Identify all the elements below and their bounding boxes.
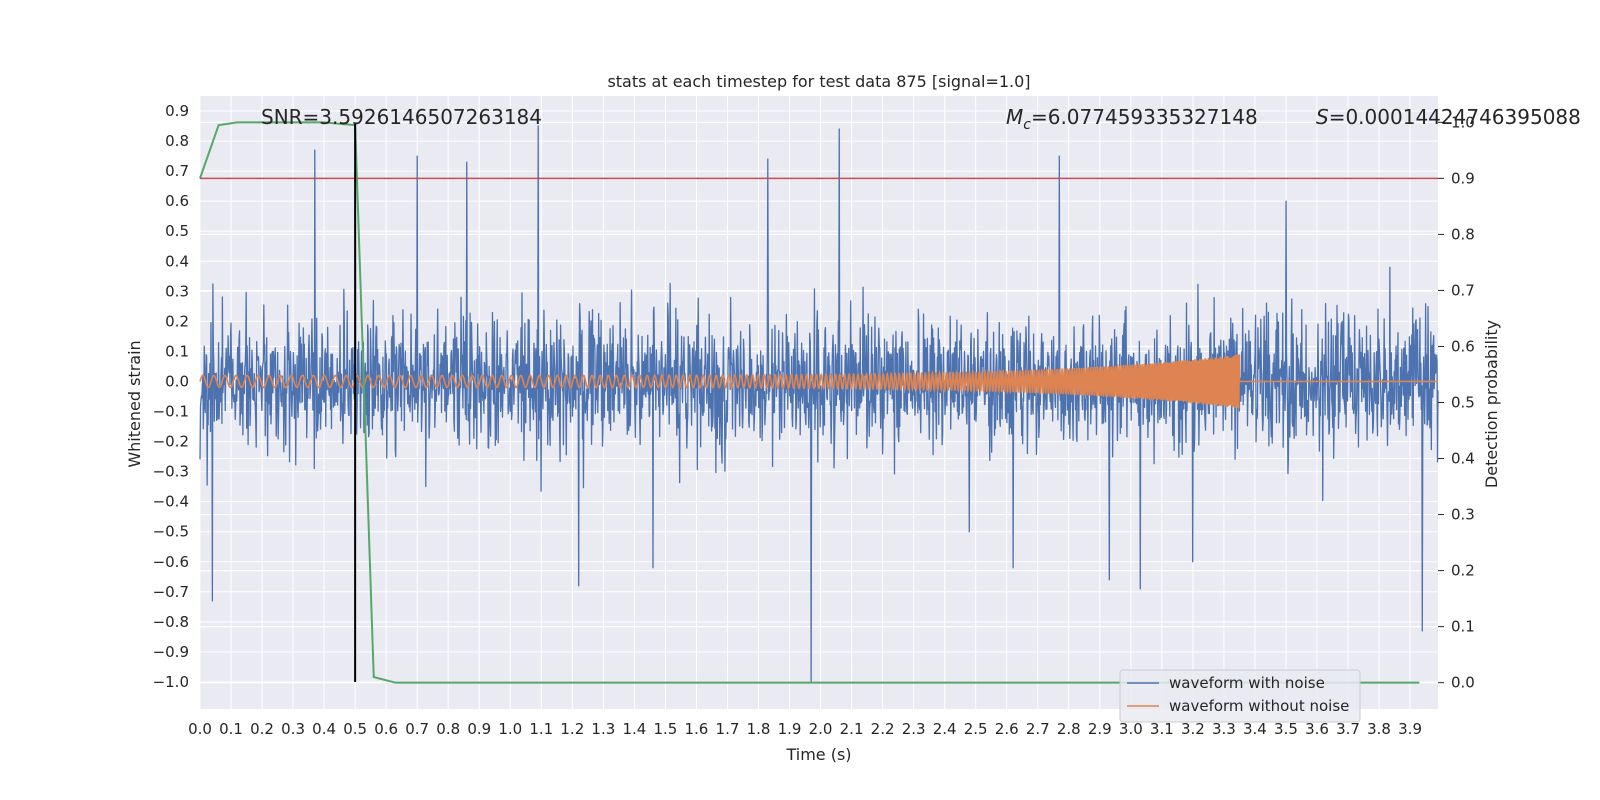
x-tick-label: 0.4 [312, 720, 336, 738]
x-tick-label: 1.8 [747, 720, 771, 738]
y-left-tick-label: −0.2 [153, 433, 189, 451]
chirp-mass-value: =6.077459335327148 [1031, 105, 1258, 129]
x-tick-label: 2.6 [995, 720, 1019, 738]
y-left-tick-label: −0.5 [153, 523, 189, 541]
y-left-tick-label: 0.1 [165, 342, 189, 360]
x-axis-label: Time (s) [785, 745, 851, 764]
legend-label-clean: waveform without noise [1169, 697, 1349, 715]
y-left-tick-label: 0.8 [165, 132, 189, 150]
y-left-tick-label: 0.6 [165, 192, 189, 210]
chirp-mass-annotation: Mc=6.077459335327148 [1006, 105, 1258, 133]
x-tick-label: 1.7 [716, 720, 740, 738]
chirp-mass-subscript: c [1023, 117, 1031, 133]
x-tick-label: 2.0 [809, 720, 833, 738]
x-tick-label: 1.5 [653, 720, 677, 738]
s-symbol: S [1316, 105, 1329, 129]
x-tick-label: 3.8 [1367, 720, 1391, 738]
series-line-probability [199, 121, 1420, 684]
y-left-tick-label: 0.5 [165, 222, 189, 240]
x-tick-label: 0.8 [436, 720, 460, 738]
x-tick-label: 1.4 [622, 720, 646, 738]
x-tick-label: 3.2 [1181, 720, 1205, 738]
x-tick-label: 3.0 [1119, 720, 1143, 738]
y-right-tick-label: 0.6 [1451, 337, 1475, 355]
legend-box [1119, 669, 1361, 723]
x-tick-label: 3.3 [1212, 720, 1236, 738]
x-tick-label: 2.3 [902, 720, 926, 738]
x-tick-label: 2.4 [933, 720, 957, 738]
x-tick-label: 2.8 [1057, 720, 1081, 738]
x-tick-label: 0.0 [188, 720, 212, 738]
x-tick-label: 1.1 [529, 720, 553, 738]
y-right-tick-label: 0.3 [1451, 506, 1475, 524]
y-left-tick-label: 0.9 [165, 102, 189, 120]
x-tick-label: 1.2 [560, 720, 584, 738]
y-right-tick-label: 0.1 [1451, 618, 1475, 636]
x-tick-label: 1.3 [591, 720, 615, 738]
x-tick-label: 3.4 [1243, 720, 1267, 738]
y-left-tick-label: −0.4 [153, 493, 189, 511]
y-right-tick-label: 0.2 [1451, 562, 1475, 580]
legend: waveform with noise waveform without noi… [1119, 669, 1361, 723]
s-value: =0.00014424746395088 [1329, 105, 1581, 129]
y-right-tick-label: 0.8 [1451, 225, 1475, 243]
y-axis-right-ticks: 1.0 0.9 0.8 0.7 0.6 0.5 0.4 0.3 0.2 0.1 0.0 [1438, 113, 1475, 692]
y-left-tick-label: 0.3 [165, 282, 189, 300]
y-left-tick-label: −0.3 [153, 463, 189, 481]
legend-label-noise: waveform with noise [1169, 674, 1325, 692]
y-axis-left-ticks: 0.9 0.8 0.7 0.6 0.5 0.4 0.3 0.2 0.1 0.0 −0.1 −0.2 −0… [153, 102, 189, 691]
x-tick-label: 1.6 [685, 720, 709, 738]
y-left-tick-label: −0.7 [153, 583, 189, 601]
x-tick-label: 2.1 [840, 720, 864, 738]
x-tick-label: 3.1 [1150, 720, 1174, 738]
y-left-tick-label: −1.0 [153, 673, 189, 691]
x-tick-label: 2.7 [1026, 720, 1050, 738]
x-tick-label: 2.9 [1088, 720, 1112, 738]
x-tick-label: 0.9 [467, 720, 491, 738]
y-axis-right-label: Detection probability [1482, 320, 1501, 488]
y-right-tick-label: 0.0 [1451, 674, 1475, 692]
chart-title: stats at each timestep for test data 875… [607, 72, 1030, 91]
x-tick-label: 0.2 [250, 720, 274, 738]
snr-annotation: SNR=3.5926146507263184 [261, 105, 542, 129]
y-right-tick-label: 0.9 [1451, 169, 1475, 187]
x-tick-label: 0.5 [343, 720, 367, 738]
series-layer [199, 125, 1439, 683]
x-tick-label: 3.6 [1305, 720, 1329, 738]
x-tick-label: 2.5 [964, 720, 988, 738]
y-left-tick-label: 0.0 [165, 372, 189, 390]
x-tick-label: 2.2 [871, 720, 895, 738]
x-tick-label: 3.5 [1274, 720, 1298, 738]
y-left-tick-label: −0.9 [153, 643, 189, 661]
y-left-tick-label: −0.1 [153, 403, 189, 421]
y-axis-left-label: Whitened strain [125, 340, 144, 467]
y-right-tick-label: 0.5 [1451, 394, 1475, 412]
y-left-tick-label: −0.6 [153, 553, 189, 571]
series-line-clean [199, 354, 1438, 409]
x-axis-ticks: 0.0 0.1 0.2 0.3 0.4 0.5 0.6 0.7 0.8 0.9 1.0 1.1 1.2 1… [188, 720, 1422, 738]
chirp-mass-symbol: M [1006, 105, 1023, 129]
y-right-tick-label: 1.0 [1451, 113, 1475, 131]
x-tick-label: 1.9 [778, 720, 802, 738]
y-left-tick-label: 0.4 [165, 252, 189, 270]
s-annotation: S=0.00014424746395088 [1316, 105, 1581, 129]
x-tick-label: 0.7 [405, 720, 429, 738]
x-tick-label: 3.9 [1398, 720, 1422, 738]
y-left-tick-label: 0.2 [165, 312, 189, 330]
x-tick-label: 3.7 [1336, 720, 1360, 738]
x-tick-label: 0.1 [219, 720, 243, 738]
y-left-tick-label: 0.7 [165, 162, 189, 180]
x-tick-label: 0.6 [374, 720, 398, 738]
y-left-tick-label: −0.8 [153, 613, 189, 631]
x-tick-label: 0.3 [281, 720, 305, 738]
x-tick-label: 1.0 [498, 720, 522, 738]
overlay-layer [199, 121, 1438, 684]
y-right-tick-label: 0.4 [1451, 450, 1475, 468]
y-right-tick-label: 0.7 [1451, 281, 1475, 299]
